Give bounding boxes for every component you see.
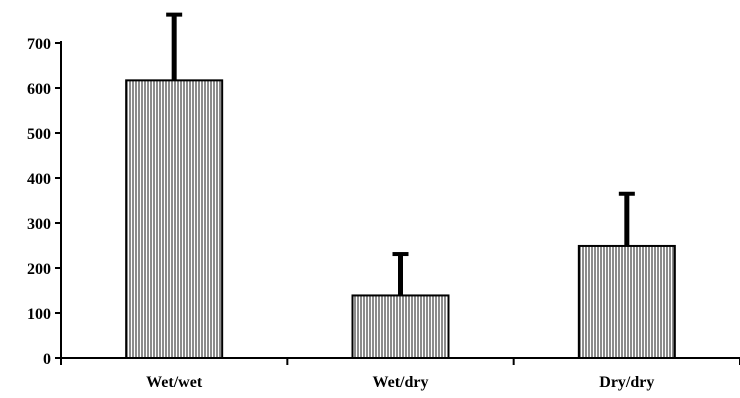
x-category-label: Dry/dry — [599, 374, 654, 391]
y-tick-label: 300 — [27, 216, 51, 233]
bars-layer — [125, 79, 676, 360]
y-tick-label: 400 — [27, 171, 51, 188]
error-bars-layer — [166, 12, 635, 296]
labels-layer: 0 100 200 300 400 500 600 700 Wet/wet Wet/dry Dry/… — [27, 36, 654, 391]
y-tick-label: 600 — [27, 81, 51, 98]
bar-wet-wet — [125, 79, 224, 359]
y-tick-label: 100 — [27, 306, 51, 323]
bar-dry-dry — [577, 244, 676, 359]
y-tick-label: 500 — [27, 126, 51, 143]
y-tick-label: 700 — [27, 36, 51, 53]
bar-wet-dry — [351, 294, 450, 360]
y-tick-label: 0 — [43, 351, 51, 368]
x-category-label: Wet/wet — [146, 374, 203, 391]
y-tick-label: 200 — [27, 261, 51, 278]
x-category-label: Wet/dry — [373, 374, 429, 391]
